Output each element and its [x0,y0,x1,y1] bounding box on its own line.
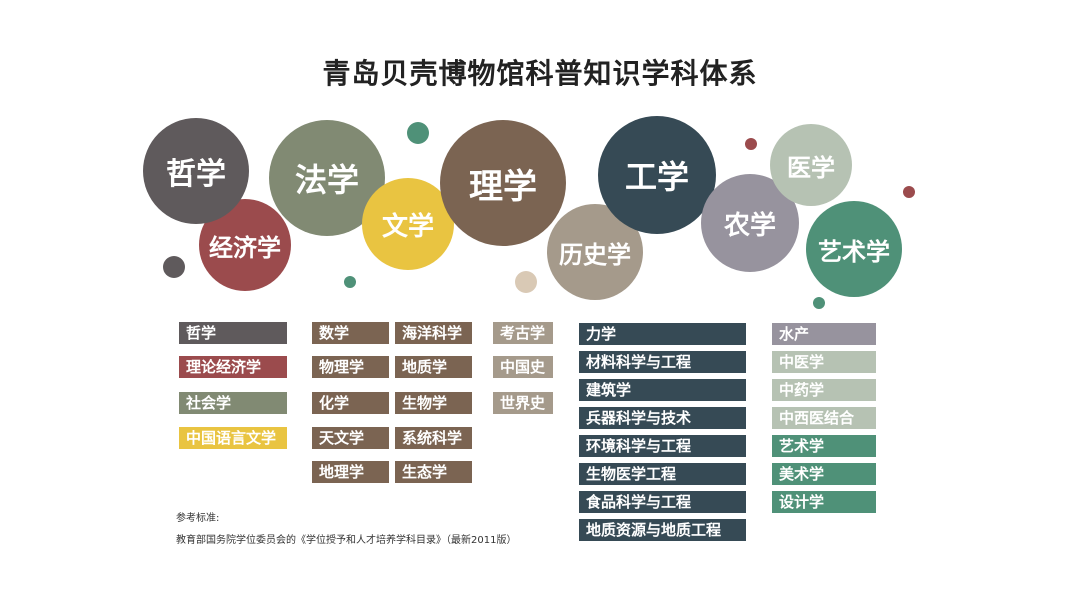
subject-tag: 中医学 [772,351,876,373]
subject-tag: 力学 [579,323,746,345]
subject-tag: 生物医学工程 [579,463,746,485]
subject-tag: 兵器科学与技术 [579,407,746,429]
reference-source: 教育部国务院学位委员会的《学位授予和人才培养学科目录》（最新2011版） [176,535,517,546]
subject-tag: 艺术学 [772,435,876,457]
subject-tag: 建筑学 [579,379,746,401]
bubble-science: 理学 [440,120,566,246]
subject-tag: 生物学 [395,392,472,414]
decor-dot [515,271,537,293]
subject-tag: 材料科学与工程 [579,351,746,373]
decor-dot [407,122,429,144]
reference-label: 参考标准: [176,513,220,524]
subject-tag: 系统科学 [395,427,472,449]
decor-dot [813,297,825,309]
bubble-engineering: 工学 [598,116,716,234]
decor-dot [344,276,356,288]
decor-dot [903,186,915,198]
page-title: 青岛贝壳博物馆科普知识学科体系 [322,57,758,90]
subject-tag: 社会学 [179,392,287,414]
subject-tag: 物理学 [312,356,389,378]
subject-tag: 数学 [312,322,389,344]
subject-tag: 中药学 [772,379,876,401]
subject-tag: 世界史 [493,392,553,414]
subject-tag: 地质资源与地质工程 [579,519,746,541]
bubble-medicine: 医学 [770,124,852,206]
subject-tag: 食品科学与工程 [579,491,746,513]
subject-tag: 化学 [312,392,389,414]
subject-tag: 环境科学与工程 [579,435,746,457]
decor-dot [163,256,185,278]
subject-tag: 中国史 [493,356,553,378]
subject-tag: 天文学 [312,427,389,449]
decor-dot [745,138,757,150]
subject-tag: 地质学 [395,356,472,378]
bubble-economics: 经济学 [199,199,291,291]
bubble-arts: 艺术学 [806,201,902,297]
subject-tag: 海洋科学 [395,322,472,344]
subject-tag: 中国语言文学 [179,427,287,449]
subject-tag: 地理学 [312,461,389,483]
subject-tag: 设计学 [772,491,876,513]
subject-tag: 中西医结合 [772,407,876,429]
bubble-philosophy: 哲学 [143,118,249,224]
subject-tag: 理论经济学 [179,356,287,378]
bubble-literature: 文学 [362,178,454,270]
subject-tag: 生态学 [395,461,472,483]
subject-tag: 考古学 [493,322,553,344]
subject-tag: 美术学 [772,463,876,485]
subject-tag: 水产 [772,323,876,345]
subject-tag: 哲学 [179,322,287,344]
